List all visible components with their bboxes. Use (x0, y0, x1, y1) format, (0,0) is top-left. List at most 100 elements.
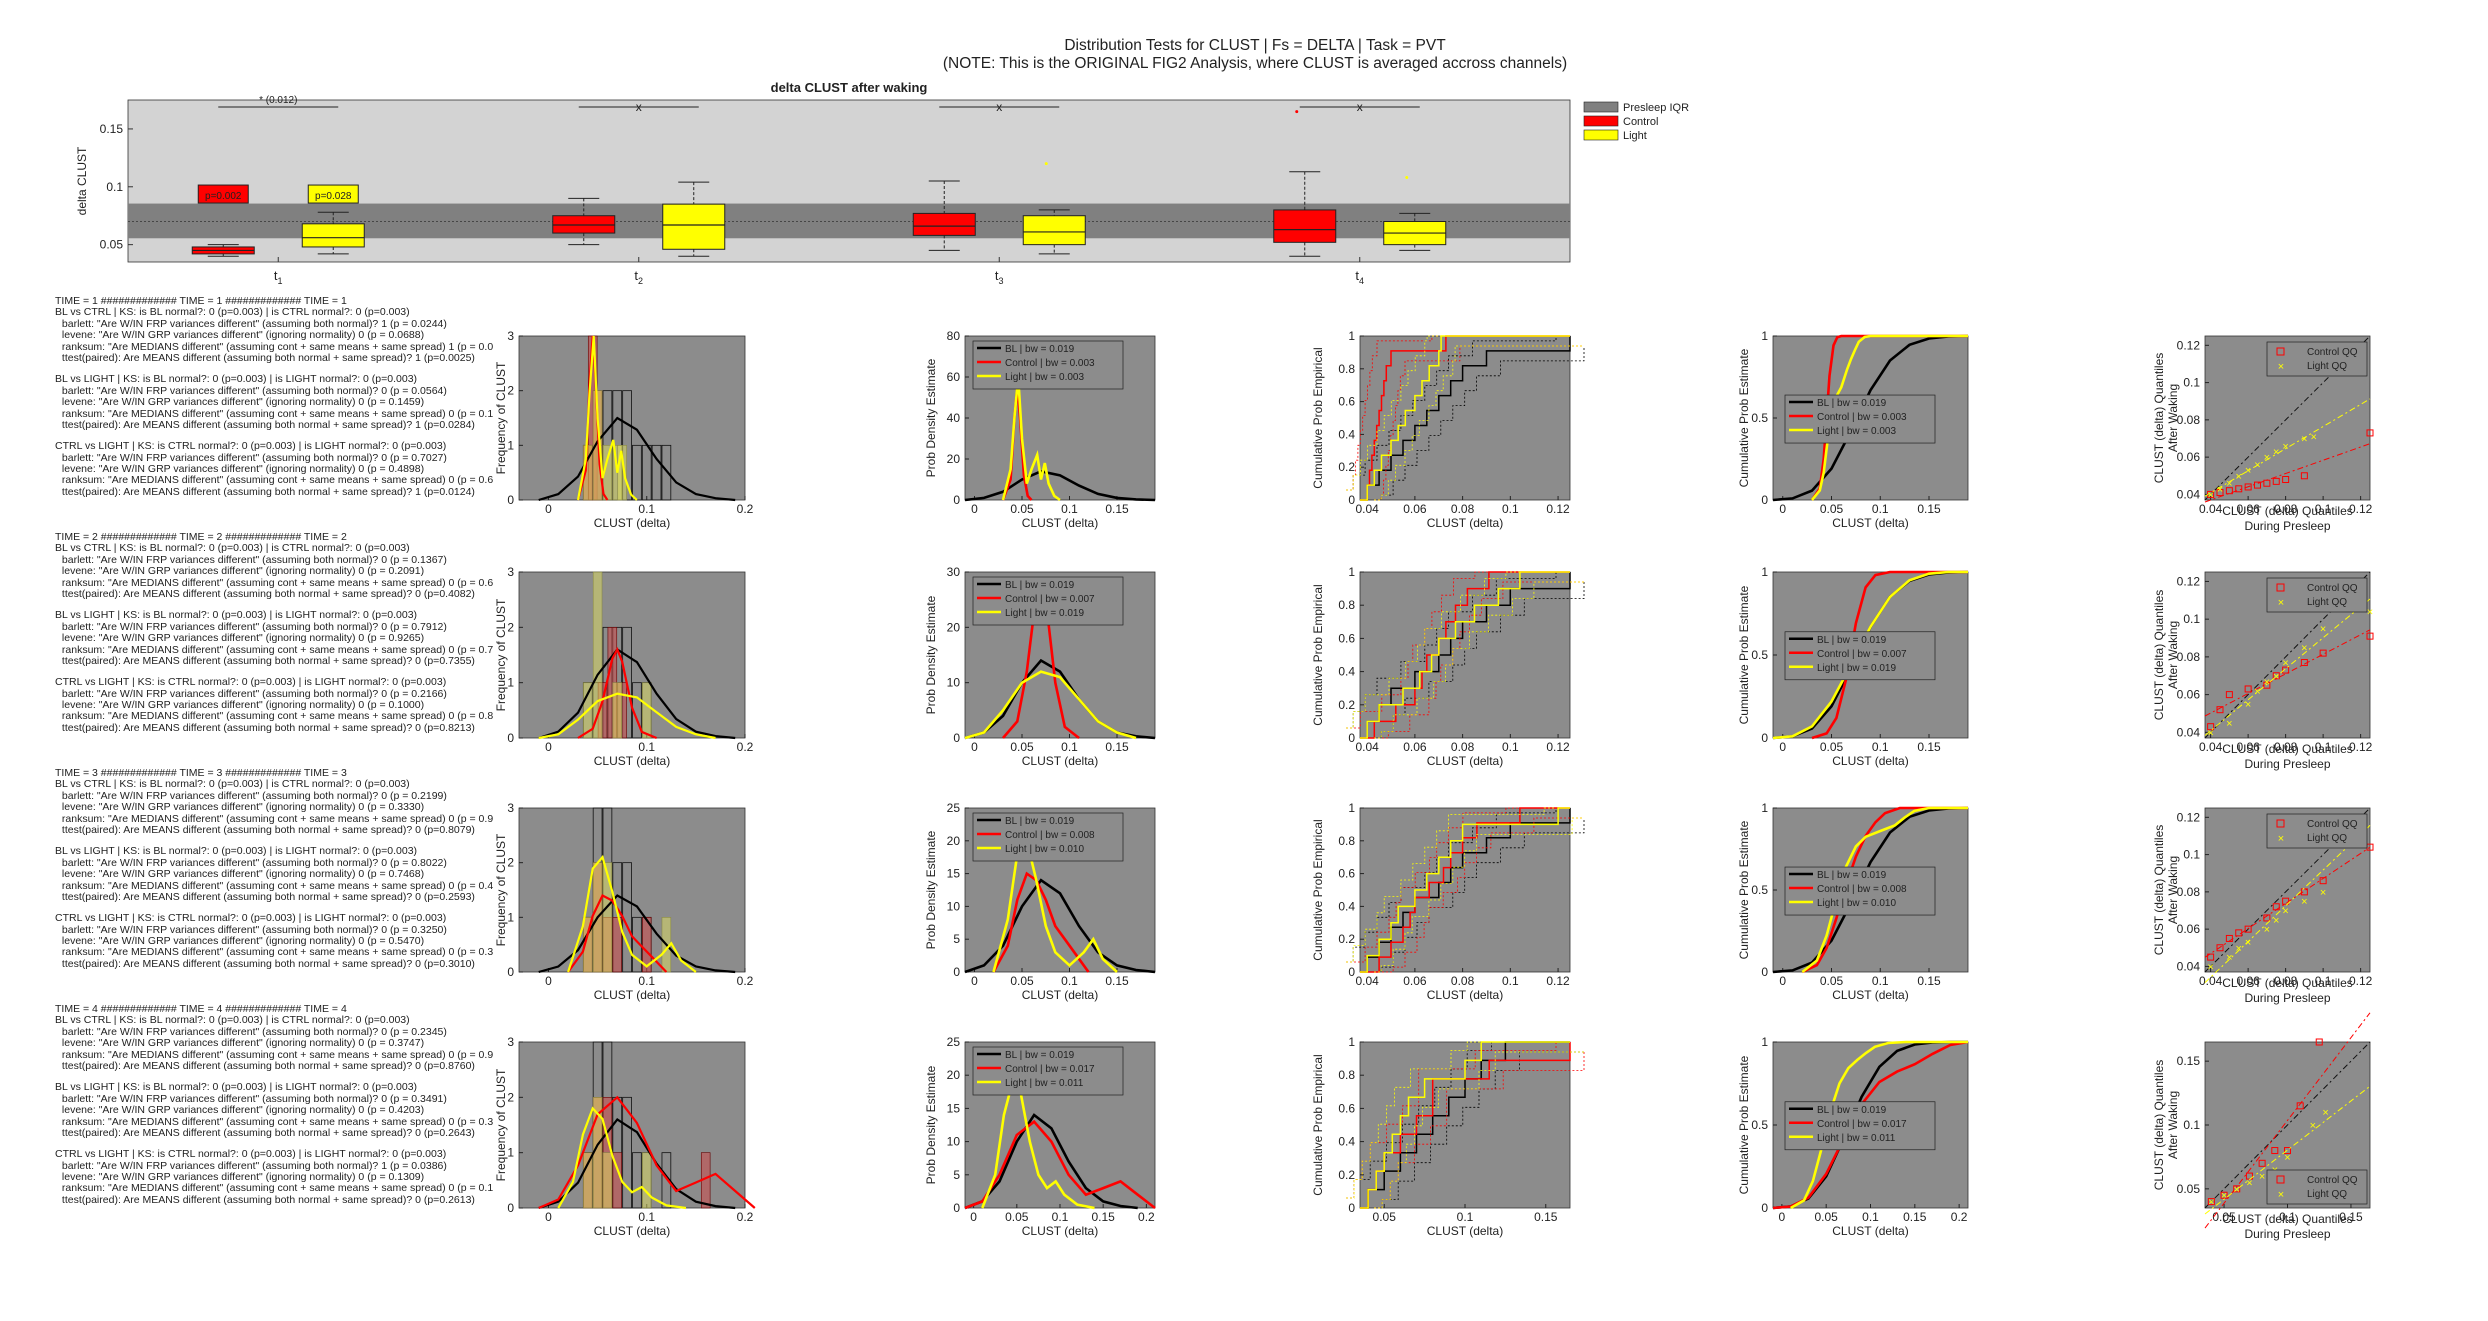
x-axis-label: CLUST (delta) (594, 516, 670, 530)
light-pdf-line (981, 1078, 1095, 1210)
y-tick-label: 0 (1348, 493, 1355, 507)
box-outlier (1295, 110, 1299, 114)
y-tick-label: 0.2 (1338, 460, 1355, 474)
control-qq-point (2263, 681, 2271, 689)
y-tick-label: 1 (507, 438, 514, 452)
light-cdf-line (1772, 570, 1968, 740)
y-axis-label: CLUST (delta) Quantiles (2152, 825, 2166, 956)
stats-test-line: levene: "Are W/IN GRP variances differen… (59, 1037, 425, 1050)
x-tick-label: 0.1 (638, 502, 655, 516)
y-axis-label: Frequency of CLUST (494, 1068, 508, 1181)
stats-test-line: ranksum: "Are MEDIANS different" (assumi… (59, 1182, 494, 1195)
x-tick-label: 0.15 (1534, 1210, 1558, 1224)
control-qq-point (2225, 691, 2233, 699)
legend-label: Light QQ (2307, 361, 2347, 372)
x-axis-label: CLUST (delta) (1427, 754, 1503, 768)
y-tick-label: 3 (507, 801, 514, 815)
legend-swatch (1583, 101, 1619, 113)
bl-cdf-line (1772, 806, 1969, 974)
y-axis-label: After Waking (2166, 384, 2180, 452)
ecdf-bound (1346, 808, 1557, 963)
x-category-label: t3 (995, 268, 1004, 286)
legend-marker (2276, 1175, 2285, 1184)
light-hist-bar (592, 571, 603, 739)
y-tick-label: 0.8 (1338, 1068, 1355, 1082)
axes-background (518, 571, 746, 739)
axes-background (518, 1041, 746, 1209)
x-tick-label: 0 (971, 502, 978, 516)
stats-test-line: levene: "Are W/IN GRP variances differen… (59, 801, 425, 814)
qq-reference-line (2204, 335, 2371, 501)
light-qq-point: × (2254, 460, 2260, 472)
y-tick-label: 0 (1761, 493, 1768, 507)
x-axis-label: CLUST (delta) (1427, 516, 1503, 530)
y-tick-label: 0.15 (2177, 1054, 2201, 1068)
y-tick-label: 2 (507, 620, 514, 634)
y-axis-label: Prob Density Estimate (924, 595, 938, 714)
y-tick-label: 0.6 (1338, 867, 1355, 881)
x-tick-label: 0.1 (2315, 974, 2332, 988)
stats-test-line: ranksum: "Are MEDIANS different" (assumi… (59, 710, 494, 723)
y-tick-label: 1 (1761, 329, 1768, 343)
light-qq-point: × (2264, 452, 2270, 464)
control-qq-point (2254, 481, 2261, 489)
x-tick-label: 0.05 (1005, 1210, 1029, 1224)
boxplot-panel: delta CLUST after waking 0.05 0.1 0.15 delta… (75, 80, 1691, 286)
x-tick-label: 0.08 (2274, 502, 2298, 516)
light-qq-point: × (2208, 1197, 2214, 1209)
y-axis-label: Prob Density Estimate (924, 1065, 938, 1184)
stats-test-line: barlett: "Are W/IN FRP variances differe… (59, 384, 447, 397)
box-outlier (1405, 176, 1409, 180)
y-tick-label: 1 (1348, 329, 1355, 343)
light-qq-point: × (2245, 699, 2251, 711)
control-box (912, 212, 976, 236)
legend-label: Control QQ (2307, 583, 2358, 594)
y-tick-label: 0.08 (2177, 650, 2201, 664)
stats-test-line: ttest(paired): Are MEANS different (assu… (59, 1193, 475, 1206)
legend-swatch (1583, 115, 1619, 127)
stats-test-line: ranksum: "Are MEDIANS different" (assumi… (59, 474, 494, 487)
x-tick-label: 0.06 (1403, 974, 1427, 988)
x-tick-label: 0.1 (1862, 1210, 1879, 1224)
y-tick-label: 0.05 (100, 238, 124, 252)
x-tick-label: 0.05 (1010, 974, 1034, 988)
y-tick-label: 0.04 (2177, 487, 2201, 501)
x-axis-label: CLUST (delta) (1022, 516, 1098, 530)
bl-pdf-line (964, 1113, 1138, 1210)
x-axis-label: CLUST (delta) Quantiles (2222, 504, 2353, 518)
x-tick-label: 0.05 (1815, 1210, 1839, 1224)
stats-test-line: ttest(paired): Are MEANS different (assu… (59, 351, 475, 364)
light-qq-point: × (2226, 718, 2232, 730)
y-tick-label: 1 (507, 910, 514, 924)
stats-test-line: barlett: "Are W/IN FRP variances differe… (59, 789, 447, 802)
light-qq-point: × (2320, 624, 2326, 636)
y-axis-label: Cumulative Prob Empirical (1311, 584, 1325, 725)
light-qq-point: × (2234, 1184, 2240, 1196)
light-hist-bar (602, 1152, 613, 1209)
legend-label: Light | bw = 0.010 (1817, 898, 1896, 909)
legend-label: Light QQ (2307, 833, 2347, 844)
light-qq-point: × (2282, 441, 2288, 453)
x-axis-label: CLUST (delta) (1427, 988, 1503, 1002)
legend-marker: × (2278, 833, 2284, 845)
control-qq-point (2220, 1191, 2228, 1199)
bl-hist-bar (651, 444, 662, 501)
legend-label: Control | bw = 0.017 (1817, 1119, 1907, 1130)
stats-block-time-3: TIME = 3 ############# TIME = 3 ########… (55, 767, 493, 970)
stats-comparison-line: BL vs LIGHT | KS: is BL normal?: 0 (p=0.… (55, 373, 418, 386)
control-qq-point (2216, 706, 2224, 714)
legend-label: BL | bw = 0.019 (1005, 816, 1075, 827)
light-qq-point: × (2226, 478, 2232, 490)
stats-test-line: levene: "Are W/IN GRP variances differen… (59, 632, 425, 645)
stats-block-header: TIME = 2 ############# TIME = 2 ########… (55, 531, 347, 543)
x-axis-label: CLUST (delta) (1832, 1224, 1908, 1238)
bl-hist-bar (632, 444, 642, 501)
legend-marker (2276, 819, 2285, 828)
stats-test-line: ttest(paired): Are MEANS different (assu… (59, 587, 475, 600)
x-axis-label: CLUST (delta) (1022, 1224, 1098, 1238)
x-tick-label: 0.1 (1061, 740, 1078, 754)
legend-label: BL | bw = 0.019 (1005, 1050, 1075, 1061)
y-axis-label: delta CLUST (75, 146, 89, 215)
x-tick-label: 0.1 (638, 974, 655, 988)
stats-test-line: barlett: "Are W/IN FRP variances differe… (59, 1092, 447, 1105)
